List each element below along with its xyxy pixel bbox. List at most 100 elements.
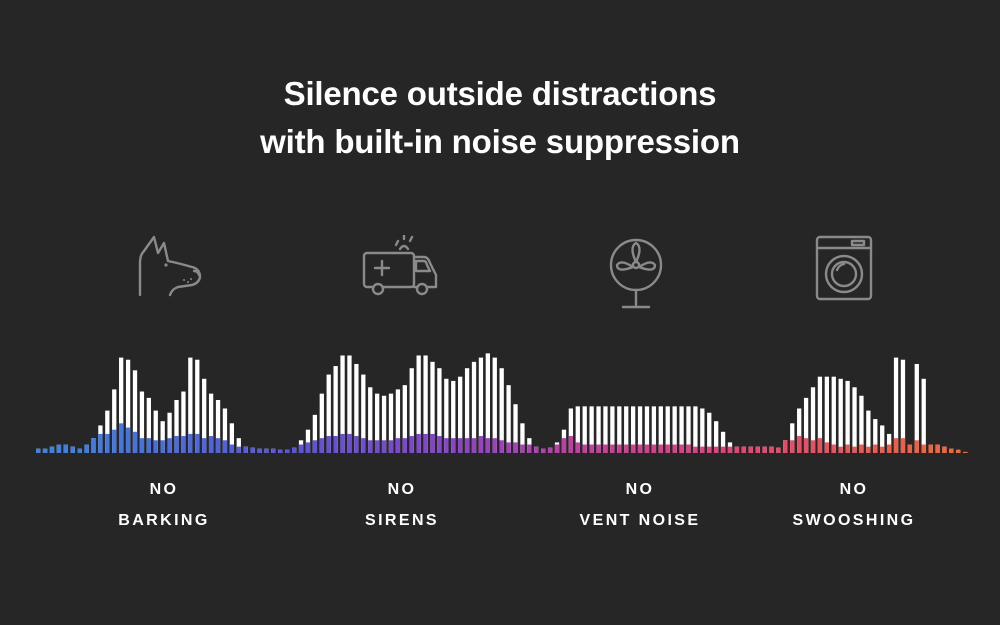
voice-bar bbox=[298, 444, 304, 453]
voice-bar bbox=[485, 438, 490, 453]
voice-bar bbox=[734, 446, 740, 453]
voice-bar bbox=[84, 444, 89, 453]
voice-bar bbox=[741, 446, 746, 453]
headline-line-2: with built-in noise suppression bbox=[260, 123, 740, 160]
voice-bar bbox=[568, 436, 574, 453]
noise-bar bbox=[630, 406, 636, 453]
label-vent-noise-line-1: NO bbox=[625, 481, 655, 498]
noise-bar bbox=[589, 406, 594, 453]
voice-bar bbox=[98, 433, 103, 453]
voice-bar bbox=[444, 438, 449, 453]
voice-bar bbox=[762, 446, 767, 453]
noise-bar bbox=[326, 374, 331, 453]
noise-bar bbox=[520, 423, 525, 453]
label-barking: NO BARKING bbox=[54, 474, 274, 536]
label-vent-noise-line-2: VENT NOISE bbox=[579, 512, 701, 529]
voice-bar bbox=[603, 444, 608, 453]
noise-bar bbox=[132, 370, 138, 453]
voice-bar bbox=[596, 444, 601, 453]
voice-bar bbox=[755, 446, 760, 453]
voice-bar bbox=[810, 440, 816, 453]
ambulance-icon bbox=[360, 235, 440, 299]
noise-bar bbox=[610, 406, 615, 453]
voice-bar bbox=[541, 448, 546, 453]
noise-bar bbox=[686, 406, 691, 453]
noise-bar bbox=[582, 406, 587, 453]
voice-bar bbox=[942, 446, 947, 453]
voice-bar bbox=[617, 444, 622, 453]
voice-bar bbox=[312, 440, 318, 453]
voice-bar bbox=[893, 438, 899, 453]
voice-bar bbox=[361, 438, 366, 453]
voice-bar bbox=[561, 438, 567, 453]
label-sirens-line-2: SIRENS bbox=[365, 512, 439, 529]
voice-bar bbox=[956, 449, 961, 453]
voice-bar bbox=[859, 444, 864, 453]
voice-bar bbox=[181, 436, 186, 453]
voice-bar bbox=[423, 433, 428, 453]
voice-bar bbox=[340, 433, 345, 453]
voice-bar bbox=[845, 444, 850, 453]
noise-bar bbox=[416, 355, 421, 453]
voice-bar bbox=[195, 433, 200, 453]
voice-bar bbox=[831, 444, 836, 453]
voice-bar bbox=[547, 447, 553, 453]
voice-bar bbox=[146, 438, 151, 453]
noise-bar bbox=[388, 393, 394, 453]
voice-bar bbox=[720, 446, 726, 453]
voice-bar bbox=[513, 442, 518, 453]
noise-bar bbox=[893, 357, 899, 453]
voice-bar bbox=[527, 444, 532, 453]
voice-bar bbox=[132, 431, 138, 453]
voice-bar bbox=[112, 429, 117, 453]
noise-bar bbox=[402, 385, 407, 453]
voice-bar bbox=[610, 444, 615, 453]
voice-bar bbox=[644, 444, 650, 453]
noise-bar bbox=[181, 391, 186, 453]
noise-bar bbox=[596, 406, 601, 453]
voice-bar bbox=[174, 436, 179, 453]
voice-bar bbox=[451, 438, 456, 453]
voice-bar bbox=[160, 440, 165, 453]
noise-bar bbox=[513, 404, 518, 453]
voice-bar bbox=[880, 446, 885, 453]
noise-bar bbox=[603, 406, 608, 453]
voice-bar bbox=[326, 436, 331, 453]
noise-bar bbox=[215, 400, 221, 453]
voice-bar bbox=[257, 448, 262, 453]
noise-bar bbox=[188, 357, 193, 453]
noise-bar bbox=[817, 376, 823, 453]
noise-bar bbox=[617, 406, 622, 453]
noise-bar bbox=[423, 355, 428, 453]
noise-bar bbox=[506, 385, 511, 453]
noise-bar bbox=[167, 412, 172, 453]
noise-bar bbox=[914, 363, 919, 453]
noise-bar bbox=[333, 366, 338, 453]
label-barking-line-1: NO bbox=[149, 481, 179, 498]
voice-bar bbox=[769, 446, 774, 453]
noise-bar bbox=[492, 357, 497, 453]
voice-bar bbox=[575, 442, 580, 453]
voice-bar bbox=[264, 448, 269, 453]
noise-bar bbox=[105, 410, 110, 453]
noise-bar bbox=[381, 395, 387, 453]
voice-bar bbox=[900, 438, 906, 453]
voice-bar bbox=[250, 447, 255, 453]
noise-bar bbox=[824, 376, 829, 453]
noise-bar bbox=[803, 397, 809, 453]
voice-bar bbox=[852, 446, 857, 453]
noise-bar bbox=[160, 421, 165, 453]
noise-bar bbox=[831, 376, 836, 453]
noise-bar bbox=[202, 378, 207, 453]
voice-bar bbox=[790, 440, 795, 453]
noise-bar bbox=[464, 368, 470, 453]
voice-bar bbox=[471, 438, 477, 453]
label-swooshing-line-1: NO bbox=[839, 481, 869, 498]
noise-bar bbox=[568, 408, 574, 453]
voice-bar bbox=[202, 438, 207, 453]
noise-bar bbox=[195, 359, 200, 453]
voice-bar bbox=[395, 438, 401, 453]
voice-bar bbox=[409, 436, 414, 453]
voice-bar bbox=[305, 442, 311, 453]
voice-bar bbox=[914, 440, 919, 453]
